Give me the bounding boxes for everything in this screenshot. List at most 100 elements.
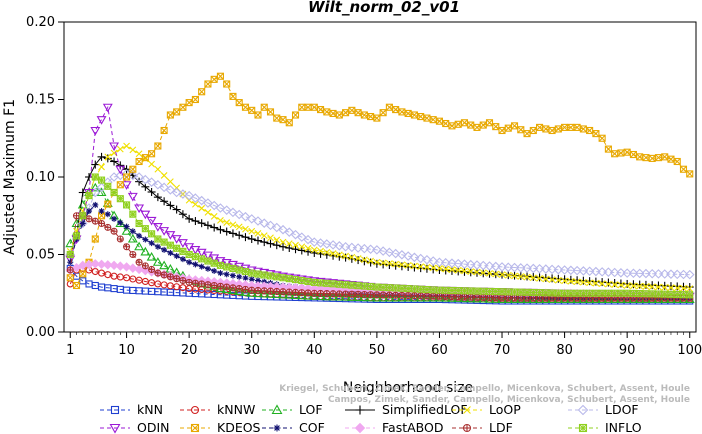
data-point — [504, 271, 512, 279]
data-point — [398, 291, 406, 299]
data-point — [90, 259, 100, 269]
data-point — [91, 235, 99, 243]
data-point — [215, 203, 226, 213]
data-point — [96, 259, 107, 270]
data-point — [279, 242, 288, 251]
data-point — [154, 142, 162, 150]
data-point — [523, 130, 531, 138]
data-point — [454, 293, 462, 301]
data-point — [410, 263, 419, 272]
data-point — [184, 243, 195, 252]
data-point — [128, 170, 138, 181]
data-point — [246, 214, 257, 224]
data-point — [367, 291, 375, 299]
data-point — [304, 244, 312, 252]
legend-marker — [273, 424, 281, 432]
data-point — [298, 276, 306, 285]
data-point — [203, 221, 212, 230]
data-point — [586, 279, 594, 287]
data-point — [335, 252, 344, 261]
data-point — [354, 290, 362, 298]
data-point — [217, 217, 224, 224]
data-point — [79, 212, 87, 220]
data-point — [686, 291, 694, 299]
axes: 1 10 20 30 40 50 60 70 80 90 100 0.00 0.05 0.10 0.15 0.… — [26, 15, 702, 358]
series-line — [69, 145, 690, 290]
data-point — [561, 277, 568, 285]
data-point — [146, 216, 157, 226]
data-point — [434, 292, 445, 302]
data-point — [478, 293, 489, 303]
data-point — [584, 294, 595, 304]
data-point — [473, 287, 481, 295]
data-point — [191, 95, 199, 104]
data-point — [460, 293, 469, 301]
data-point — [498, 288, 506, 296]
data-point — [86, 208, 93, 215]
legend-label: LDOF — [605, 402, 639, 417]
data-point — [398, 284, 406, 292]
series-simplifiedlof — [66, 152, 694, 292]
data-point — [242, 275, 249, 282]
data-point — [198, 263, 205, 270]
data-point — [273, 114, 281, 122]
data-point — [229, 264, 237, 273]
data-point — [372, 259, 381, 268]
data-point — [91, 267, 99, 276]
data-point — [629, 150, 637, 159]
data-point — [204, 281, 212, 289]
data-point — [667, 290, 675, 298]
data-point — [647, 268, 657, 279]
x-tick-label: 50 — [369, 343, 386, 358]
data-point — [567, 289, 575, 297]
data-point — [497, 294, 507, 304]
data-point — [110, 157, 119, 166]
data-point — [148, 160, 155, 168]
data-point — [586, 289, 594, 297]
data-point — [248, 106, 256, 114]
data-point — [479, 121, 487, 129]
x-tick-label: 100 — [677, 343, 702, 358]
data-point — [104, 153, 112, 161]
data-point — [260, 103, 268, 111]
data-point — [160, 271, 168, 279]
data-point — [616, 268, 626, 278]
data-point — [516, 263, 526, 273]
data-point — [146, 251, 157, 261]
data-point — [135, 150, 143, 158]
data-point — [379, 259, 387, 267]
data-point — [247, 235, 256, 243]
data-point — [559, 294, 570, 304]
data-point — [529, 288, 537, 297]
data-point — [216, 282, 224, 290]
data-point — [423, 292, 431, 300]
data-point — [79, 270, 87, 278]
data-point — [366, 258, 375, 267]
data-point — [192, 200, 199, 208]
data-point — [223, 263, 231, 271]
data-point — [148, 150, 156, 158]
data-point — [154, 269, 162, 277]
data-point — [367, 113, 375, 121]
data-point — [310, 246, 318, 254]
data-point — [442, 292, 450, 301]
data-point — [561, 289, 569, 297]
data-point — [572, 294, 583, 304]
data-point — [141, 225, 149, 233]
data-point — [348, 281, 356, 289]
plot-area — [65, 72, 695, 305]
legend-label: LOF — [299, 402, 323, 417]
data-point — [259, 218, 270, 228]
data-point — [609, 294, 620, 304]
data-point — [104, 211, 111, 218]
data-point — [504, 294, 512, 302]
series-ldf — [66, 212, 694, 302]
data-point — [567, 277, 575, 285]
data-point — [185, 214, 194, 223]
data-point — [198, 88, 206, 96]
data-point — [347, 254, 356, 263]
data-point — [160, 172, 168, 179]
data-point — [98, 163, 105, 171]
data-point — [128, 263, 138, 273]
